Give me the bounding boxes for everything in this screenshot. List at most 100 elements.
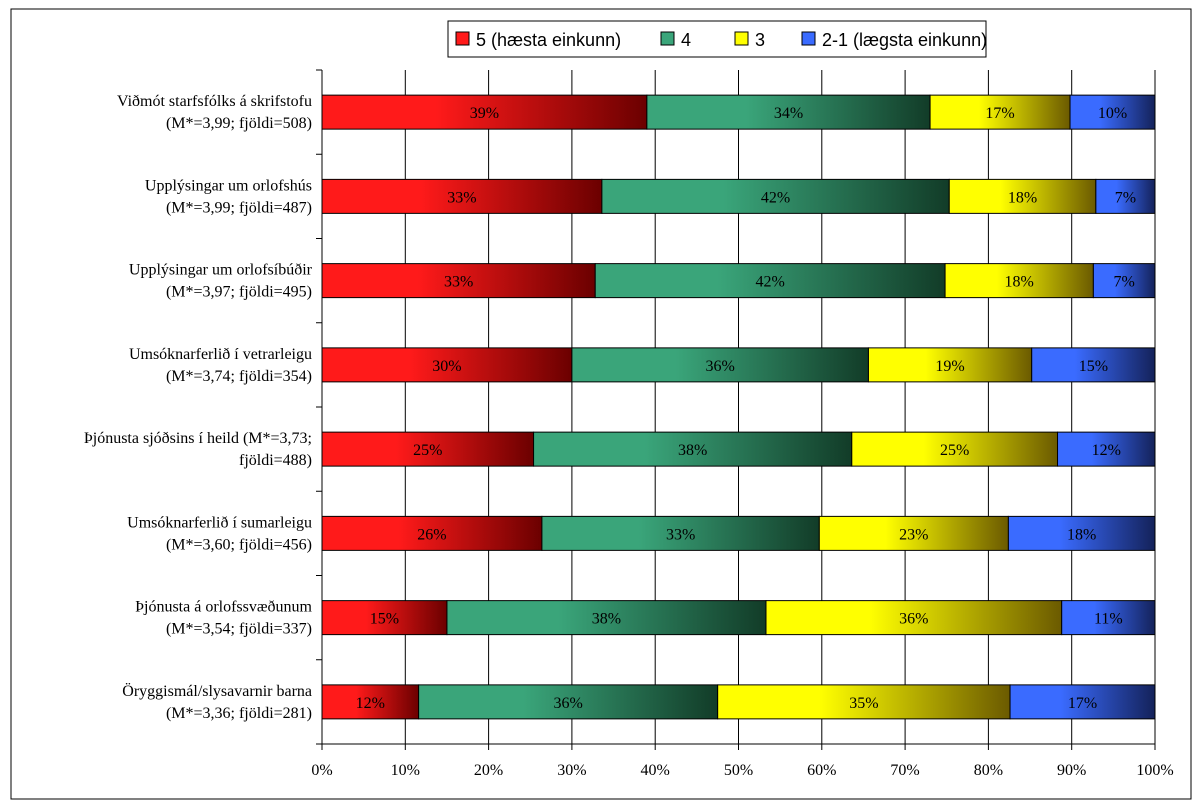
bars: 39% 34% 17% 10% 33% 42% 18% 7% 33% 42% 18% 7% 30% 36%… [321, 94, 1156, 720]
data-label: 38% [592, 611, 621, 628]
data-label: 15% [1079, 358, 1108, 375]
bar-segment [321, 347, 573, 383]
data-label: 18% [1005, 274, 1034, 291]
legend-swatch [801, 31, 816, 46]
x-tick-label: 70% [890, 762, 919, 779]
category-label: (M*=3,74; fjöldi=354) [166, 368, 312, 385]
data-label: 17% [1068, 695, 1097, 712]
x-tick-label: 20% [474, 762, 503, 779]
data-label: 33% [447, 189, 476, 206]
x-tick-label: 10% [391, 762, 420, 779]
data-label: 23% [899, 526, 928, 543]
data-label: 30% [432, 358, 461, 375]
category-label: Upplýsingar um orlofshús [145, 177, 312, 194]
data-label: 33% [666, 526, 695, 543]
legend-swatch [455, 31, 470, 46]
category-label: Þjónusta á orlofssvæðunum [135, 599, 312, 616]
category-label: (M*=3,60; fjöldi=456) [166, 536, 312, 553]
legend: 5 (hæsta einkunn) 4 3 2-1 (lægsta einkunn) [447, 20, 987, 58]
bar-segment [1009, 684, 1156, 720]
category-label: (M*=3,36; fjöldi=281) [166, 705, 312, 722]
category-label: (M*=3,97; fjöldi=495) [166, 284, 312, 301]
bar-segment [929, 94, 1071, 130]
data-label: 18% [1008, 189, 1037, 206]
category-label: Viðmót starfsfólks á skrifstofu [117, 93, 312, 110]
bar-segment [321, 263, 596, 299]
bar-segment [717, 684, 1011, 720]
x-tick-label: 60% [807, 762, 836, 779]
x-tick-label: 0% [311, 762, 332, 779]
legend-box [447, 20, 987, 58]
data-label: 25% [413, 442, 442, 459]
bar-segment [646, 94, 931, 130]
bar-segment [818, 515, 1009, 551]
x-tick-label: 50% [724, 762, 753, 779]
bar-segment [1095, 178, 1156, 214]
data-label: 25% [940, 442, 969, 459]
category-label: fjöldi=488) [239, 452, 312, 469]
bar-segment [944, 263, 1094, 299]
bar-segment [765, 600, 1063, 636]
bar-segment [418, 684, 719, 720]
data-label: 7% [1115, 189, 1136, 206]
data-label: 36% [553, 695, 582, 712]
bar-segment [533, 431, 853, 467]
bar-segment [446, 600, 767, 636]
bar-segment [851, 431, 1059, 467]
data-label: 15% [370, 611, 399, 628]
data-label: 10% [1098, 105, 1127, 122]
data-label: 42% [755, 274, 784, 291]
category-label: (M*=3,99; fjöldi=487) [166, 199, 312, 216]
data-label: 17% [985, 105, 1014, 122]
bar-segment [541, 515, 820, 551]
bar-segment [867, 347, 1033, 383]
bar-segment [321, 178, 603, 214]
data-label: 7% [1114, 274, 1135, 291]
data-label: 26% [417, 526, 446, 543]
bar-segment [594, 263, 946, 299]
bar-segment [1057, 431, 1156, 467]
category-label: (M*=3,99; fjöldi=508) [166, 115, 312, 132]
bar-segment [1069, 94, 1156, 130]
legend-label: 4 [681, 30, 691, 50]
x-tick-label: 90% [1057, 762, 1086, 779]
legend-label: 2-1 (lægsta einkunn) [822, 30, 987, 50]
data-label: 18% [1067, 526, 1096, 543]
x-tick-label: 30% [557, 762, 586, 779]
category-label: Öryggismál/slysavarnir barna [122, 682, 312, 700]
data-label: 11% [1094, 611, 1123, 628]
data-label: 35% [849, 695, 878, 712]
legend-label: 5 (hæsta einkunn) [476, 30, 621, 50]
x-tick-label: 100% [1136, 762, 1173, 779]
category-label: Umsóknarferlið í vetrarleigu [129, 346, 312, 363]
legend-swatch [660, 31, 675, 46]
category-label: (M*=3,54; fjöldi=337) [166, 621, 312, 638]
data-label: 36% [899, 611, 928, 628]
data-label: 19% [935, 358, 964, 375]
data-label: 36% [706, 358, 735, 375]
axes: 0% 10% 20% 30% 40% 50% 60% 70% 80% 90% 100% [311, 69, 1174, 779]
data-label: 12% [356, 695, 385, 712]
chart-frame [10, 8, 1192, 800]
bar-segment [1061, 600, 1156, 636]
legend-label: 3 [755, 30, 765, 50]
x-tick-label: 40% [641, 762, 670, 779]
data-label: 33% [444, 274, 473, 291]
bar-segment [1031, 347, 1156, 383]
category-labels: Viðmót starfsfólks á skrifstofu (M*=3,99;… [84, 93, 313, 722]
bar-segment [948, 178, 1097, 214]
data-label: 42% [761, 189, 790, 206]
bar-segment [1092, 263, 1156, 299]
data-label: 34% [774, 105, 803, 122]
category-label: Upplýsingar um orlofsíbúðir [129, 262, 313, 279]
data-label: 39% [470, 105, 499, 122]
data-label: 38% [678, 442, 707, 459]
data-label: 12% [1092, 442, 1121, 459]
bar-segment [601, 178, 950, 214]
category-label: Þjónusta sjóðsins í heild (M*=3,73; [84, 430, 312, 447]
bar-segment [1007, 515, 1156, 551]
x-tick-label: 80% [974, 762, 1003, 779]
bar-segment [571, 347, 869, 383]
